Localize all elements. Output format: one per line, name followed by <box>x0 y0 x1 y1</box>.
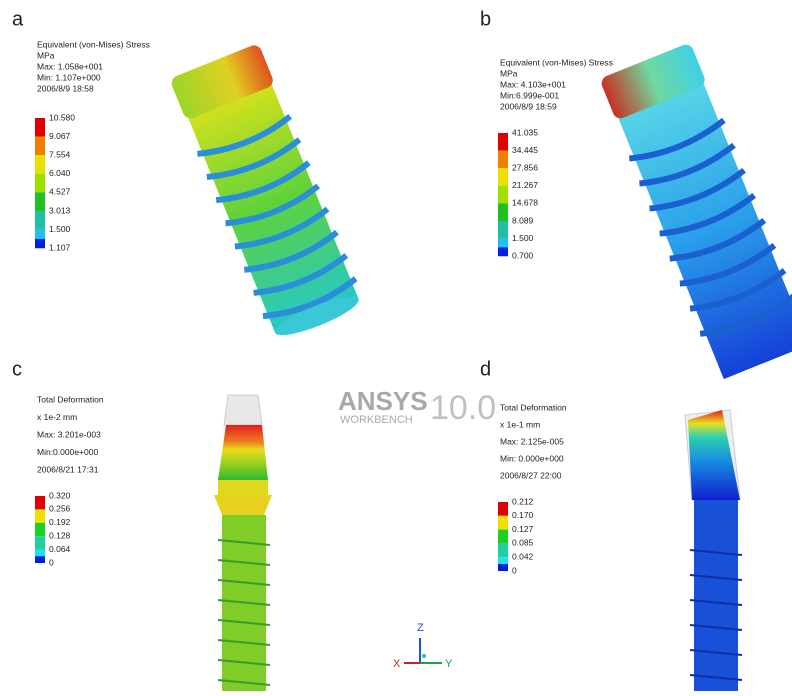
legend-line: Total Deformation <box>37 394 104 404</box>
implant-c <box>214 395 272 691</box>
colorbar-label: 1.500 <box>49 224 71 234</box>
legend-line: MPa <box>500 68 518 78</box>
axis-x: X <box>393 658 401 670</box>
colorbar-band <box>498 543 508 557</box>
legend-line: Min: 0.000e+000 <box>500 453 564 463</box>
colorbar-label: 6.040 <box>49 168 71 178</box>
logo-version: 10.0 <box>430 389 496 427</box>
colorbar-band <box>498 530 508 544</box>
legend-line: 2006/8/27 22:00 <box>500 470 562 480</box>
colorbar-label: 34.445 <box>512 145 538 155</box>
colorbar-label: 0.700 <box>512 250 534 260</box>
colorbar-band <box>498 221 508 239</box>
colorbar-band <box>35 496 45 509</box>
legend-line: 2006/8/21 17:31 <box>37 464 99 474</box>
colorbar-band <box>35 174 45 193</box>
colorbar-label: 14.678 <box>512 198 538 208</box>
colorbar-label: 4.527 <box>49 187 71 197</box>
colorbar-band <box>498 564 508 571</box>
colorbar-band <box>35 536 45 549</box>
figure: ANSYS 10.0 WORKBENCH Z X Y a Equivalent (… <box>0 0 792 691</box>
colorbar-label: 0.170 <box>512 510 534 520</box>
legend-line: Total Deformation <box>500 402 567 412</box>
panel-label: a <box>12 8 24 30</box>
colorbar-label: 0.064 <box>49 544 71 554</box>
colorbar-label: 0.320 <box>49 490 71 500</box>
legend-line: Max: 2.125e-005 <box>500 436 564 446</box>
legend-line: Max: 1.058e+001 <box>37 61 103 71</box>
colorbar-label: 1.500 <box>512 233 534 243</box>
colorbar-label: 3.013 <box>49 205 71 215</box>
colorbar-band <box>35 155 45 174</box>
colorbar-band <box>35 239 45 248</box>
implant-d <box>685 410 742 691</box>
colorbar-band <box>35 118 45 137</box>
implant-a <box>167 42 366 344</box>
colorbar-band <box>498 168 508 186</box>
logo-brand: ANSYS <box>338 386 428 416</box>
colorbar-band <box>498 203 508 221</box>
colorbar-label: 0.042 <box>512 551 534 561</box>
colorbar-band <box>498 151 508 169</box>
legend-line: Equivalent (von-Mises) Stress <box>500 57 613 67</box>
colorbar-label: 21.267 <box>512 180 538 190</box>
colorbar-label: 0.212 <box>512 496 534 506</box>
panel-label: d <box>480 358 491 380</box>
page: {"panels": [ {"label": "a", "legend": ["… <box>0 0 792 691</box>
colorbar-band <box>35 556 45 563</box>
legend-line: Min: 1.107e+000 <box>37 72 101 82</box>
axis-z: Z <box>417 622 424 634</box>
colorbar-band <box>498 247 508 256</box>
colorbar-band <box>498 502 508 516</box>
colorbar-band <box>35 523 45 536</box>
colorbar-label: 0.127 <box>512 524 534 534</box>
colorbar-label: 27.856 <box>512 162 538 172</box>
colorbar-label: 0.256 <box>49 504 71 514</box>
colorbar-label: 0.192 <box>49 517 71 527</box>
colorbar-band <box>35 211 45 230</box>
legend-line: Max: 3.201e-003 <box>37 429 101 439</box>
colorbar-label: 0.085 <box>512 538 534 548</box>
legend-line: Max: 4.103e+001 <box>500 79 566 89</box>
colorbar-label: 0.128 <box>49 530 71 540</box>
legend-line: Min:6.999e-001 <box>500 90 559 100</box>
colorbar-label: 7.554 <box>49 149 71 159</box>
logo-product: WORKBENCH <box>340 414 413 426</box>
colorbar-band <box>35 192 45 211</box>
colorbar-band <box>498 186 508 204</box>
axis-y: Y <box>445 658 453 670</box>
colorbar-band <box>35 509 45 522</box>
legend-line: MPa <box>37 50 55 60</box>
colorbar-band <box>35 137 45 156</box>
colorbar-label: 9.067 <box>49 131 71 141</box>
legend-line: x 1e-2 mm <box>37 412 77 422</box>
axis-triad <box>404 638 442 663</box>
colorbar-label: 1.107 <box>49 242 71 252</box>
colorbar-label: 41.035 <box>512 127 538 137</box>
implant-b <box>597 41 792 381</box>
colorbar-label: 0 <box>49 557 54 567</box>
panel-label: c <box>12 358 22 380</box>
legend-line: Min:0.000e+000 <box>37 447 98 457</box>
panel-label: b <box>480 8 491 30</box>
legend-line: x 1e-1 mm <box>500 419 540 429</box>
colorbar-label: 8.089 <box>512 215 534 225</box>
legend-line: 2006/8/9 18:59 <box>500 101 557 111</box>
colorbar-label: 0 <box>512 565 517 575</box>
colorbar-band <box>498 133 508 151</box>
legend-line: Equivalent (von-Mises) Stress <box>37 39 150 49</box>
colorbar-band <box>498 516 508 530</box>
colorbar-label: 10.580 <box>49 112 75 122</box>
legend-line: 2006/8/9 18:58 <box>37 83 94 93</box>
